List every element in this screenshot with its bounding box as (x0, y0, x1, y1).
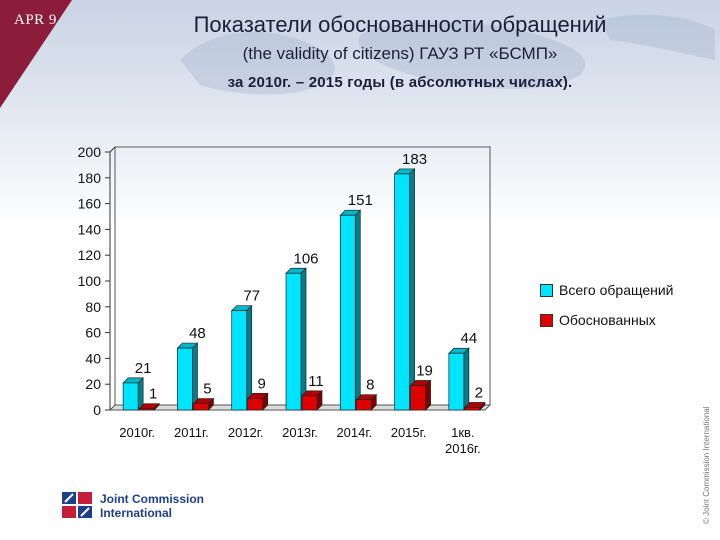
chart-legend: Всего обращений Обоснованных (540, 275, 674, 335)
data-label-justified-5: 19 (416, 362, 433, 379)
x-tick-label-2: 2012г. (228, 425, 264, 440)
logo-line-1: Joint Commission (100, 492, 205, 506)
y-tick-label-120: 120 (78, 247, 102, 263)
bar-side-s0-5 (409, 168, 415, 411)
logo-line-2: International (100, 506, 173, 520)
jci-logo-icon (62, 492, 92, 518)
y-axis-top-edge (109, 146, 116, 153)
bar-s1-3 (301, 395, 318, 411)
data-label-justified-1: 5 (203, 381, 211, 398)
data-label-total-2: 77 (243, 288, 260, 305)
bar-s0-4 (339, 214, 356, 411)
bar-s0-2 (231, 310, 248, 411)
world-map-background (180, 14, 715, 95)
data-label-total-0: 21 (135, 360, 152, 377)
data-label-justified-3: 11 (308, 373, 324, 390)
x-tick-label-6: 1кв. (451, 425, 474, 440)
page-title: Показатели обоснованности обращений (193, 12, 607, 37)
bar-side-s0-6 (463, 347, 470, 411)
y-tick-label-0: 0 (93, 402, 101, 418)
bar-s1-1 (193, 403, 209, 411)
x-tick-label-1: 2011г. (174, 425, 209, 440)
bar-s1-6 (464, 407, 481, 411)
x-tick-label-4: 2014г. (336, 425, 372, 440)
y-tick-label-20: 20 (85, 376, 101, 392)
bar-s0-0 (122, 382, 139, 411)
data-label-total-5: 183 (402, 151, 427, 168)
bar-side-s0-2 (246, 304, 253, 411)
data-label-total-1: 48 (189, 325, 206, 342)
data-label-total-3: 106 (293, 250, 318, 267)
x-tick-label-5: 2015г. (391, 425, 427, 440)
bar-s1-2 (247, 398, 264, 411)
legend-label-total: Всего обращений (559, 282, 674, 298)
y-tick-label-200: 200 (78, 144, 102, 160)
y-tick-label-40: 40 (85, 350, 101, 366)
data-label-justified-2: 9 (258, 375, 266, 392)
data-label-justified-6: 2 (475, 384, 483, 401)
data-label-total-6: 44 (461, 330, 478, 347)
bar-s1-0 (138, 408, 155, 411)
corner-ribbon (0, 0, 72, 108)
date-badge: APR 9 (14, 12, 57, 28)
legend-swatch-total (540, 283, 553, 297)
legend-swatch-justified (540, 313, 553, 327)
jci-logo-text: Joint Commission International (100, 492, 204, 520)
legend-item-justified: Обоснованных (540, 305, 674, 335)
copyright-notice: © Joint Commission International (702, 406, 711, 525)
y-tick-label-160: 160 (78, 196, 102, 212)
x-tick-label-6-1: 2016г. (445, 441, 481, 456)
data-label-total-4: 151 (348, 192, 373, 209)
bar-side-s0-3 (300, 267, 307, 411)
y-tick-label-180: 180 (78, 170, 102, 186)
bar-s0-6 (448, 352, 465, 411)
legend-label-justified: Обоснованных (559, 312, 656, 328)
x-tick-label-0: 2010г. (119, 425, 155, 440)
bar-s0-1 (177, 347, 193, 411)
bar-s1-4 (355, 399, 372, 411)
jci-logo: Joint Commission International (62, 492, 204, 520)
y-tick-label-140: 140 (78, 221, 102, 237)
x-tick-label-3: 2013г. (282, 425, 318, 440)
bar-s0-3 (285, 272, 302, 411)
data-label-justified-4: 8 (366, 377, 374, 394)
data-label-justified-0: 1 (149, 386, 157, 403)
y-tick-label-60: 60 (85, 325, 101, 341)
bar-s0-5 (394, 173, 410, 411)
y-tick-label-100: 100 (78, 273, 102, 289)
y-tick-label-80: 80 (85, 299, 101, 315)
page-subtitle: (the validity of citizens) ГАУЗ РТ «БСМП… (242, 44, 558, 63)
page-period: за 2010г. – 2015 годы (в абсолютных числ… (227, 74, 573, 91)
bar-s1-5 (410, 385, 426, 411)
legend-item-total: Всего обращений (540, 275, 674, 305)
bar-side-s0-4 (354, 209, 361, 411)
